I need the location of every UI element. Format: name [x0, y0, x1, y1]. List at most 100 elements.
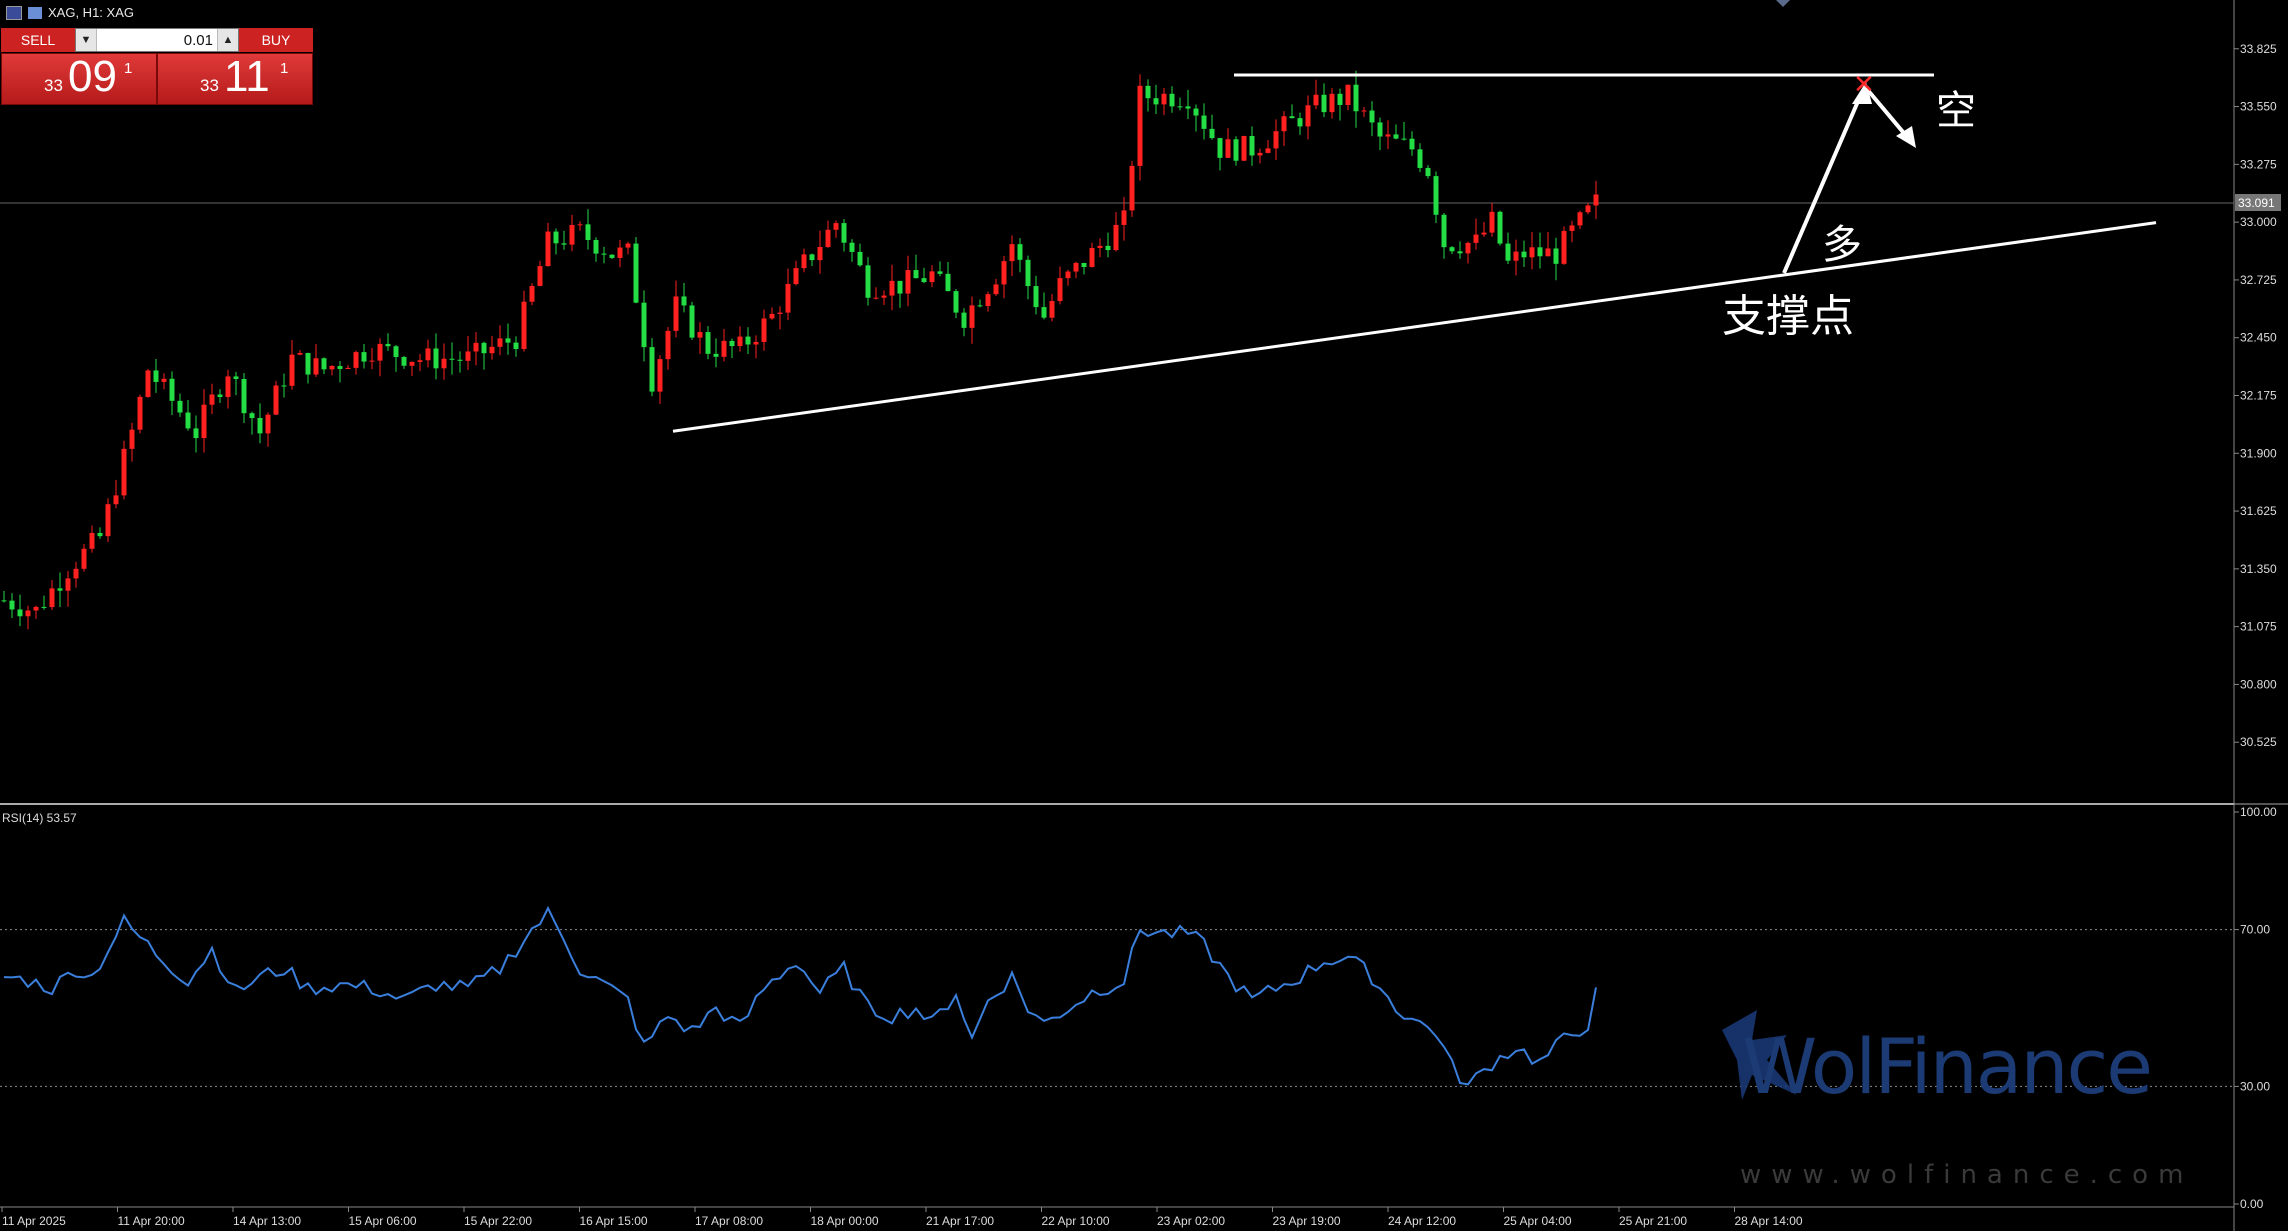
lot-decrease-icon[interactable]: ▼	[76, 29, 97, 51]
candle-body	[1017, 244, 1023, 260]
lot-size-input[interactable]	[97, 31, 217, 49]
candle-body	[673, 296, 679, 331]
candle-body	[1241, 136, 1247, 161]
candle-body	[1265, 148, 1271, 153]
candle-body	[161, 378, 167, 382]
candle-body	[1289, 116, 1295, 119]
candle-body	[521, 301, 527, 350]
candle-body	[145, 370, 151, 397]
candle-body	[553, 231, 559, 244]
candle-body	[601, 253, 607, 255]
candle-body	[529, 285, 535, 302]
candle-body	[113, 495, 119, 505]
candle-body	[401, 357, 407, 366]
candle-body	[377, 343, 383, 361]
current-price-label: 33.091	[2238, 196, 2275, 210]
candle-body	[993, 284, 999, 295]
candle-body	[297, 353, 303, 355]
candle-body	[1025, 259, 1031, 287]
time-tick-label: 21 Apr 17:00	[926, 1214, 994, 1228]
candle-body	[153, 370, 159, 382]
candle-body	[1569, 225, 1575, 231]
candle-body	[745, 336, 751, 345]
candle-body	[1521, 251, 1527, 258]
sell-price-fraction: 1	[124, 60, 133, 77]
candle-body	[1361, 110, 1367, 112]
time-tick-label: 15 Apr 22:00	[464, 1214, 532, 1228]
candle-body	[1353, 84, 1359, 112]
candle-body	[1209, 128, 1215, 139]
candle-body	[577, 224, 583, 226]
rsi-line	[3, 905, 1597, 1086]
candle-body	[1473, 234, 1479, 243]
lot-increase-icon[interactable]: ▲	[217, 29, 238, 51]
candle-body	[1033, 286, 1039, 308]
candle-body	[1529, 247, 1535, 258]
candle-body	[1497, 211, 1503, 244]
candle-body	[249, 413, 255, 418]
candle-body	[1009, 244, 1015, 262]
candle-body	[233, 376, 239, 380]
candle-body	[801, 254, 807, 269]
price-tick-label: 30.525	[2240, 735, 2277, 749]
candle-body	[585, 224, 591, 240]
rsi-tick-label: 30.00	[2240, 1079, 2270, 1093]
candle-body	[281, 385, 287, 387]
candle-body	[1441, 214, 1447, 248]
candle-body	[1393, 134, 1399, 139]
candle-body	[985, 294, 991, 307]
candle-body	[1553, 248, 1559, 264]
candle-body	[457, 359, 463, 361]
sell-button[interactable]: SELL	[1, 28, 75, 52]
wolf-logo-icon	[1722, 1010, 1797, 1100]
candle-body	[1153, 98, 1159, 105]
candle-body	[1065, 271, 1071, 279]
time-tick-label: 16 Apr 15:00	[580, 1214, 648, 1228]
candle-body	[137, 396, 143, 430]
candle-body	[489, 346, 495, 354]
candle-body	[1193, 108, 1199, 116]
buy-price-fraction: 1	[280, 60, 289, 77]
buy-button[interactable]: BUY	[239, 28, 313, 52]
sell-price-button[interactable]: 33 09 1	[1, 52, 157, 105]
price-tick-label: 33.550	[2240, 100, 2277, 114]
candle-body	[1545, 248, 1551, 257]
candle-body	[305, 353, 311, 375]
candle-body	[1249, 136, 1255, 156]
candle-body	[25, 610, 31, 617]
candle-body	[49, 588, 55, 608]
candle-body	[1121, 210, 1127, 225]
candle-body	[481, 342, 487, 354]
candle-body	[9, 600, 15, 610]
time-tick-label: 22 Apr 10:00	[1042, 1214, 1110, 1228]
candle-body	[129, 429, 135, 449]
candle-body	[825, 229, 831, 248]
candle-body	[697, 332, 703, 338]
time-tick-label: 25 Apr 21:00	[1619, 1214, 1687, 1228]
candle-body	[1481, 232, 1487, 235]
chart-shift-marker[interactable]	[1776, 0, 1790, 7]
candle-body	[1073, 262, 1079, 272]
candle-body	[17, 609, 23, 617]
candle-body	[185, 412, 191, 429]
long-arrow-line	[1782, 91, 1864, 274]
candle-body	[473, 342, 479, 352]
buy-price-button[interactable]: 33 11 1	[157, 52, 313, 105]
price-tick-label: 31.625	[2240, 504, 2277, 518]
candle-body	[809, 254, 815, 261]
candle-body	[593, 239, 599, 254]
flag-icon	[6, 5, 22, 20]
price-tick-label: 31.350	[2240, 562, 2277, 576]
candle-body	[817, 247, 823, 261]
time-tick-label: 14 Apr 13:00	[233, 1214, 301, 1228]
candle-body	[881, 295, 887, 298]
candle-body	[841, 223, 847, 243]
annotation-short: 空	[1936, 88, 1976, 134]
candle-body	[1057, 278, 1063, 302]
candle-body	[1417, 149, 1423, 168]
candle-body	[865, 265, 871, 298]
candle-body	[785, 284, 791, 313]
candle-body	[497, 338, 503, 347]
candle-body	[1561, 230, 1567, 264]
